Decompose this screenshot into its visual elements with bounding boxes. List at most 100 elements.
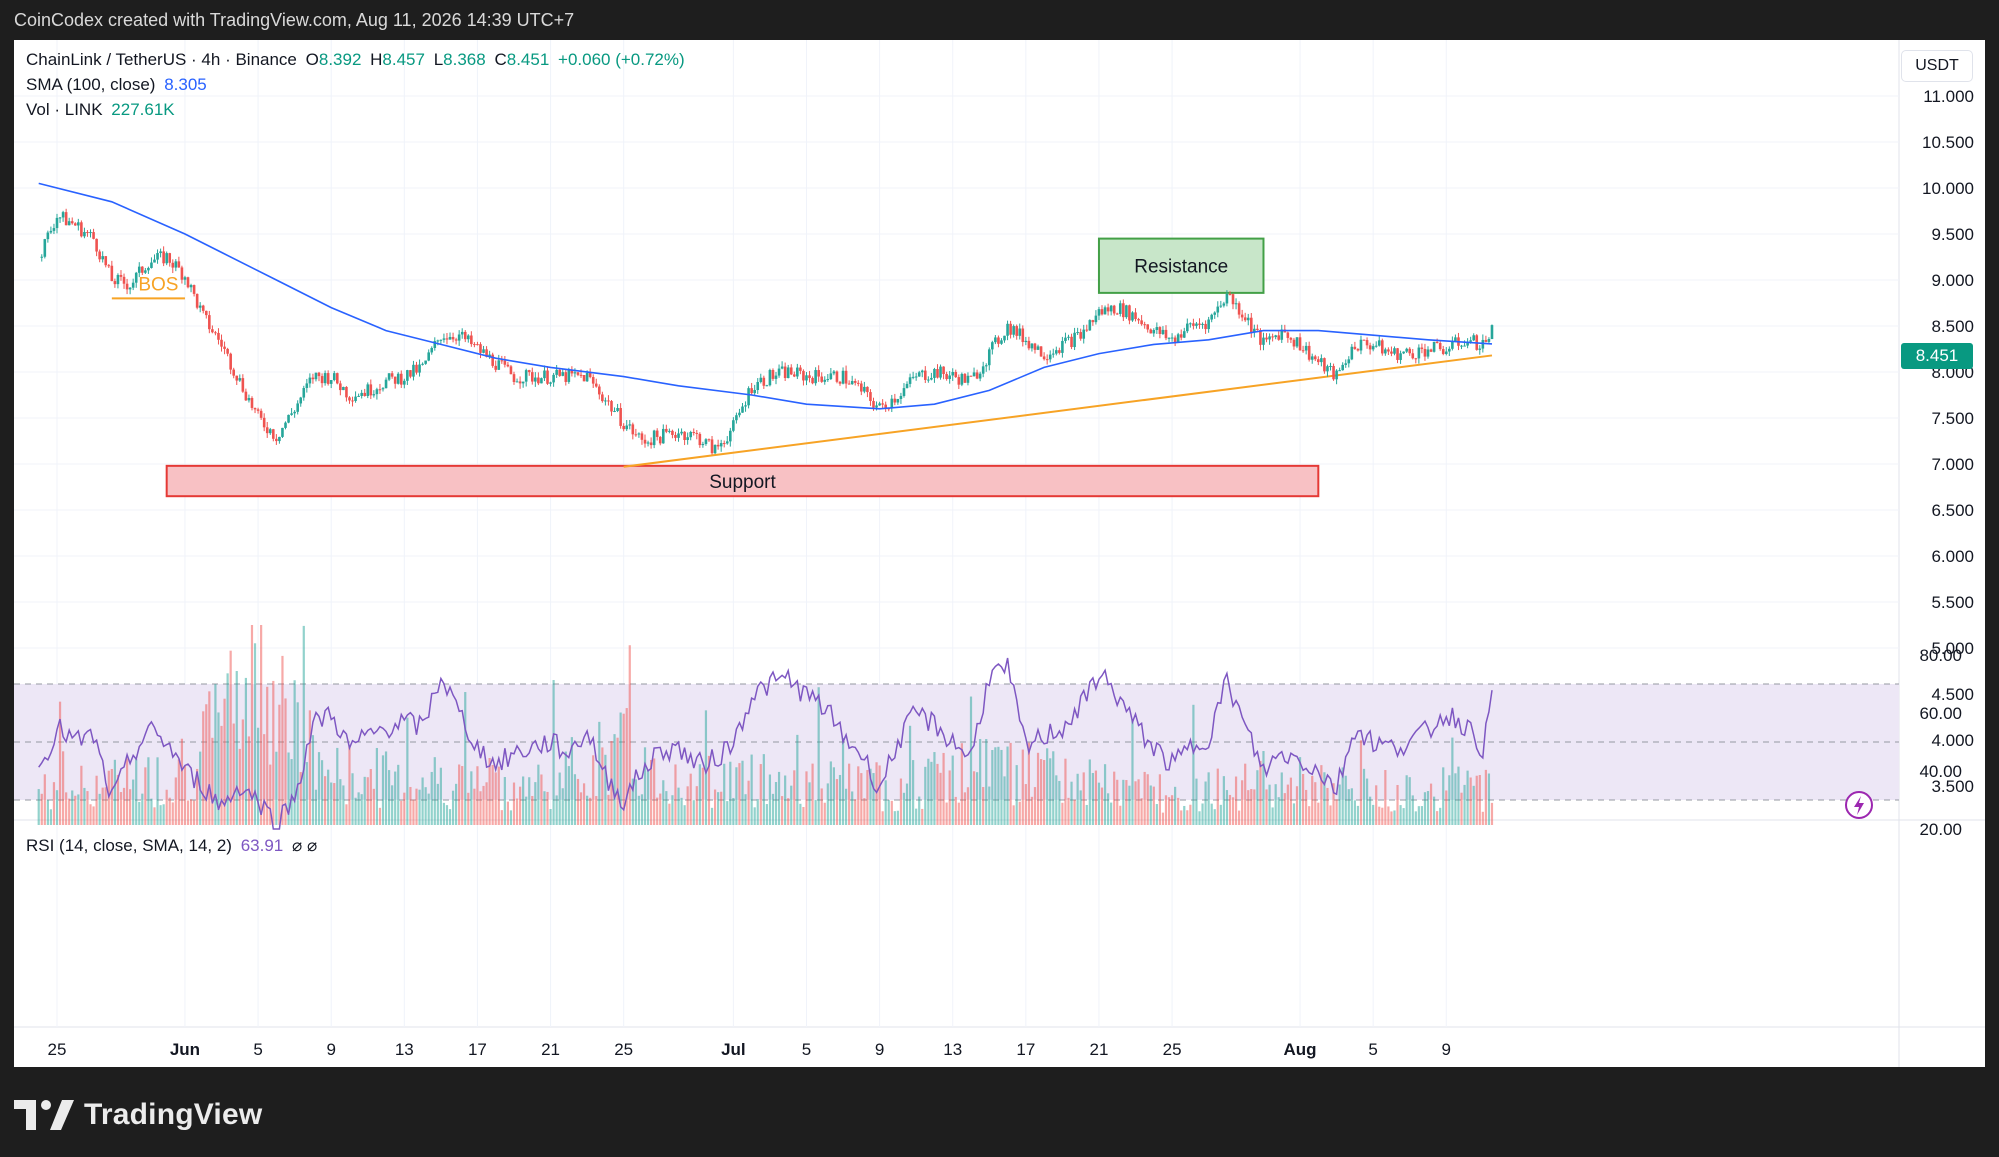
candle-body [997,337,1000,344]
candle-body [1289,337,1293,340]
volume-bar [573,774,577,825]
candle-body [1161,329,1165,334]
volume-bar [963,792,967,825]
volume-bar [281,655,284,825]
candle-body [1100,309,1104,315]
candle-body [1243,317,1247,321]
candle-body [698,433,702,446]
candle-body [619,408,622,426]
volume-bar [1329,805,1332,825]
volume-bar [1055,775,1058,825]
volume-bar [695,786,698,825]
volume-bar [872,773,875,825]
candle-body [1323,358,1326,372]
candle-body [1167,337,1171,339]
volume-bar [1021,749,1024,825]
volume-bar [150,798,153,825]
volume-bar [506,801,510,825]
chart-svg[interactable]: Support Resistance BOS 11.000 10.500 10.000 9.… [14,40,1985,1067]
candle-body [128,287,132,290]
volume-bar [1009,742,1012,825]
candle-body [978,373,982,379]
volume-bar [378,807,382,825]
candle-body [150,262,153,268]
volume-bar [193,800,196,825]
volume-bar [854,799,857,825]
volume-bar [52,782,56,825]
candle-body [302,388,306,398]
volume-bar [458,764,461,825]
candle-body [1329,365,1332,367]
volume-bar [1241,780,1244,825]
candle-body [1377,340,1381,346]
candle-body [710,439,714,454]
candle-body [1219,305,1223,307]
volume-bar [357,792,360,825]
candle-body [1390,351,1393,354]
volume-bar [1408,777,1411,825]
volume-bar [857,766,860,825]
sma-line [38,182,1493,410]
candle-body [902,388,906,396]
volume-bar [851,791,854,825]
volume-bar [640,794,644,825]
chart-panel[interactable]: Support Resistance BOS 11.000 10.500 10.000 9.… [14,40,1985,1067]
volume-bar [1201,803,1204,825]
volume-bar [1402,808,1405,825]
candle-body [1125,305,1128,318]
candle-body [293,411,296,414]
candle-body [162,251,165,264]
currency-button[interactable]: USDT [1901,50,1973,82]
candle-body [454,339,458,341]
candle-body [238,378,242,381]
volume-bar [915,808,918,825]
volume-bar [643,747,647,825]
candle-body [1240,314,1244,318]
price-tick-label: 11.000 [1923,87,1974,106]
candle-body [467,335,470,340]
volume-bar [342,785,345,825]
volume-bar [793,770,796,825]
candle-body [683,431,686,441]
volume-bar [902,792,906,825]
volume-bar [808,782,811,825]
candle-body [384,379,388,389]
candle-body [1460,345,1463,347]
candle-body [1393,348,1396,354]
candle-body [1158,327,1162,334]
low-label: L [433,50,444,69]
volume-bar [561,788,564,825]
candle-body [899,395,903,399]
candle-body [585,372,589,382]
candle-body [524,370,528,382]
price-tick-label: 9.000 [1931,271,1974,290]
candle-body [101,256,104,260]
volume-bar [650,759,653,825]
candle-body [247,397,251,401]
candle-body [860,383,863,392]
volume-bar [616,737,619,825]
candle-body [174,261,178,268]
candle-body [1234,303,1238,305]
candle-body [421,363,424,365]
candle-body [530,372,534,382]
volume-bar [1213,809,1216,825]
volume-bar [1295,786,1299,825]
candle-body [741,406,744,413]
volume-bar [543,791,546,825]
candle-body [567,369,571,382]
candle-body [1115,313,1119,315]
price-tick-label: 4.500 [1931,685,1974,704]
candle-body [308,377,312,384]
volume-bar [1225,790,1229,825]
volume-bar [403,792,406,825]
candle-body [701,443,705,446]
volume-bar [339,779,342,825]
volume-bar [619,712,622,825]
candle-body [844,370,848,384]
candle-body [427,352,430,361]
candle-body [1067,336,1070,338]
candle-body [506,364,510,367]
candle-body [1006,323,1009,336]
candle-body [214,332,217,334]
